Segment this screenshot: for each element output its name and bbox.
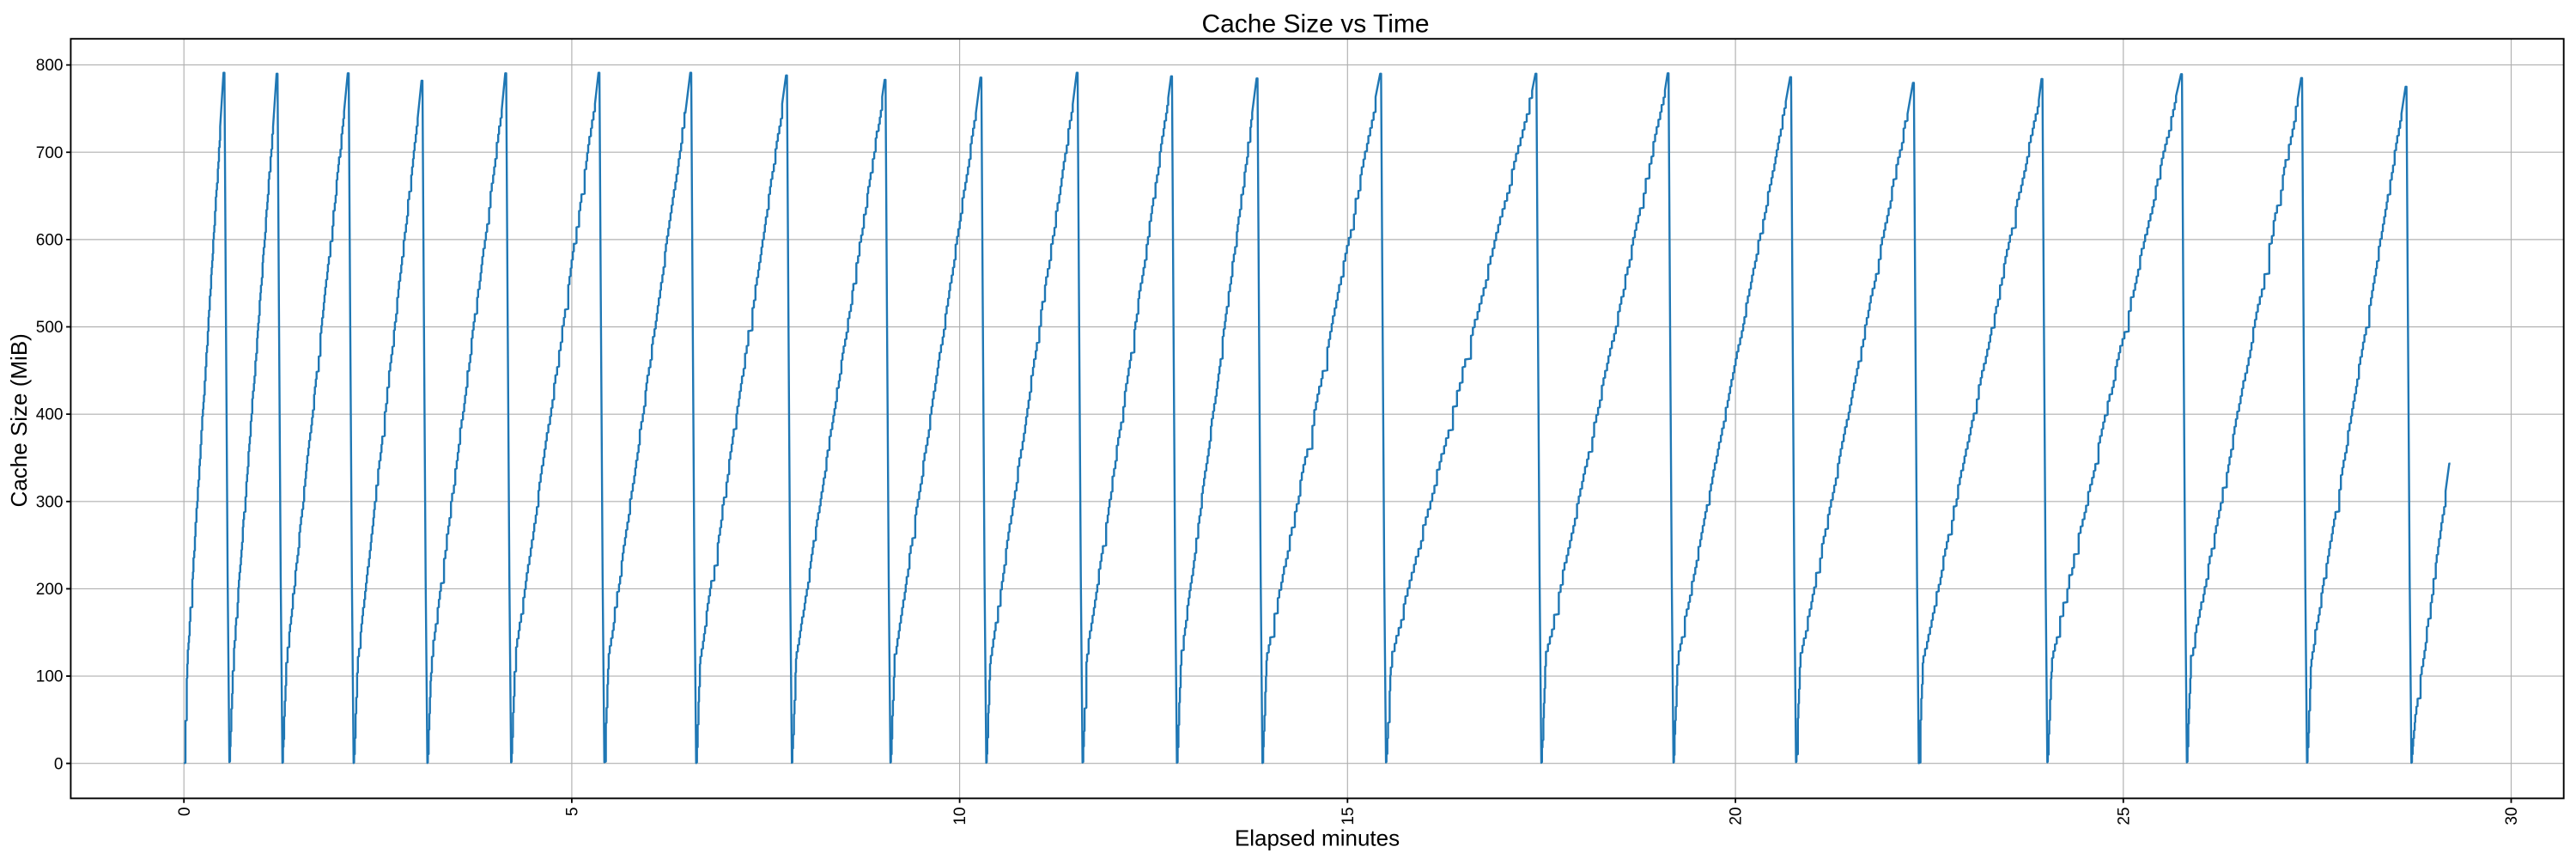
svg-text:0: 0 (176, 807, 194, 817)
svg-text:200: 200 (36, 581, 64, 599)
svg-text:300: 300 (36, 493, 64, 511)
svg-text:800: 800 (36, 57, 64, 75)
svg-text:10: 10 (951, 807, 969, 825)
svg-text:400: 400 (36, 406, 64, 424)
svg-text:700: 700 (36, 144, 64, 162)
svg-text:600: 600 (36, 232, 64, 250)
svg-text:30: 30 (2503, 807, 2521, 825)
svg-text:Cache Size (MiB): Cache Size (MiB) (6, 333, 32, 507)
svg-text:20: 20 (1728, 807, 1746, 825)
svg-text:15: 15 (1340, 807, 1358, 825)
svg-text:Cache Size vs Time: Cache Size vs Time (1201, 9, 1429, 38)
svg-text:Elapsed minutes: Elapsed minutes (1235, 825, 1400, 851)
svg-text:0: 0 (54, 755, 64, 773)
svg-text:500: 500 (36, 319, 64, 337)
svg-text:100: 100 (36, 668, 64, 686)
svg-text:5: 5 (564, 807, 582, 817)
svg-text:25: 25 (2115, 807, 2133, 825)
